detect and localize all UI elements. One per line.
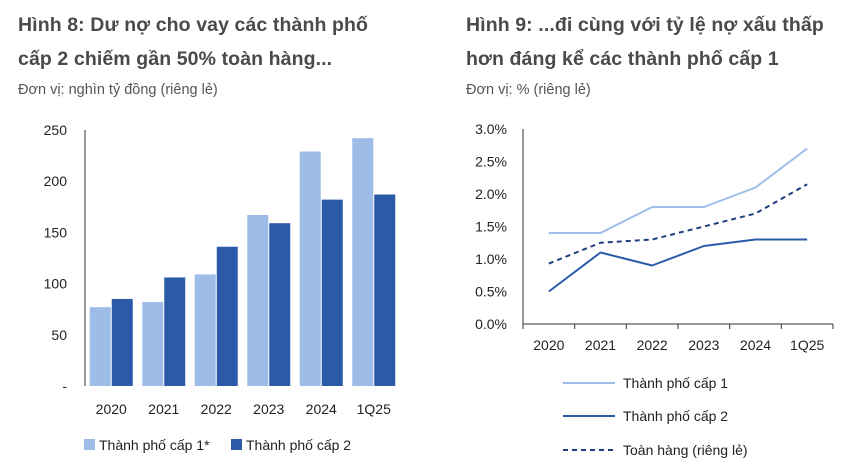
legend-swatch-1 xyxy=(84,439,95,450)
x-tick-label: 2022 xyxy=(637,337,668,353)
line-series-tier1 xyxy=(548,147,808,234)
bar-tier1-1Q25 xyxy=(352,138,374,386)
x-tick-label: 2021 xyxy=(148,401,179,417)
y-tick-label: 0.0% xyxy=(475,316,507,332)
bar-tier1-2024 xyxy=(299,151,321,386)
y-tick-label: 0.5% xyxy=(475,284,507,300)
line-series-tier2 xyxy=(548,238,808,293)
y-tick-label: 2.5% xyxy=(475,154,507,170)
y-tick-label: 2.0% xyxy=(475,186,507,202)
y-tick-label: 200 xyxy=(44,173,68,189)
x-tick-label: 2024 xyxy=(306,401,337,417)
legend-label-2: Thành phố cấp 2 xyxy=(246,437,351,453)
figure-9-panel: Hình 9: ...đi cùng với tỷ lệ nợ xấu thấp… xyxy=(430,0,859,470)
x-tick-label: 2022 xyxy=(201,401,232,417)
line-chart: 0.0% 0.5% 1.0% 1.5% 2.0% 2.5% 3.0% 2020 2021 2022… xyxy=(475,121,834,458)
bar-tier2-2022 xyxy=(216,246,238,386)
y-tick-label: 50 xyxy=(51,327,67,343)
legend-label-tier1: Thành phố cấp 1 xyxy=(623,375,728,391)
x-tick-label: 1Q25 xyxy=(790,337,824,353)
bar-tier2-1Q25 xyxy=(374,194,396,386)
y-tick-label: 1.5% xyxy=(475,219,507,235)
x-tick-label: 2023 xyxy=(688,337,719,353)
bar-tier2-2020 xyxy=(111,298,133,386)
x-tick-label: 2021 xyxy=(585,337,616,353)
y-tick-label: 250 xyxy=(44,122,68,138)
figure-9-title-line2: hơn đáng kể các thành phố cấp 1 xyxy=(466,48,779,70)
legend-label-1: Thành phố cấp 1* xyxy=(99,437,210,453)
x-tick-label: 2020 xyxy=(96,401,127,417)
figure-8-title-line2: cấp 2 chiếm gần 50% toàn hàng... xyxy=(18,48,333,70)
bar-tier2-2021 xyxy=(164,277,186,386)
y-tick-label: - xyxy=(62,378,67,394)
figure-9-unit: Đơn vị: % (riêng lẻ) xyxy=(466,82,591,98)
legend-label-tier2: Thành phố cấp 2 xyxy=(623,408,728,424)
bar-chart: - 50 100 150 200 250 2020 2021 2022 2023 2024 1Q25 T… xyxy=(44,122,396,453)
y-tick-label: 3.0% xyxy=(475,121,507,137)
x-tick-label: 2023 xyxy=(253,401,284,417)
figure-8-title-line1: Hình 8: Dư nợ cho vay các thành phố xyxy=(18,14,369,36)
bar-tier2-2024 xyxy=(321,199,343,386)
x-tick-label: 1Q25 xyxy=(357,401,391,417)
bar-tier1-2022 xyxy=(194,274,216,386)
y-tick-label: 150 xyxy=(44,224,68,240)
y-tick-label: 100 xyxy=(44,276,68,292)
figure-8-unit: Đơn vị: nghìn tỷ đồng (riêng lẻ) xyxy=(18,82,218,98)
bar-tier2-2023 xyxy=(269,223,291,386)
bar-tier1-2023 xyxy=(247,214,269,386)
bar-tier1-2020 xyxy=(89,307,111,386)
figure-9-title-line1: Hình 9: ...đi cùng với tỷ lệ nợ xấu thấp xyxy=(466,14,824,36)
legend-label-whole-bank: Toàn hàng (riêng lẻ) xyxy=(623,442,748,458)
bar-tier1-2021 xyxy=(142,302,164,386)
y-tick-label: 1.0% xyxy=(475,251,507,267)
figure-8-panel: Hình 8: Dư nợ cho vay các thành phố cấp … xyxy=(18,14,396,453)
x-tick-label: 2024 xyxy=(740,337,771,353)
legend-swatch-2 xyxy=(231,439,242,450)
x-tick-label: 2020 xyxy=(533,337,564,353)
line-series-whole-bank xyxy=(548,183,808,265)
